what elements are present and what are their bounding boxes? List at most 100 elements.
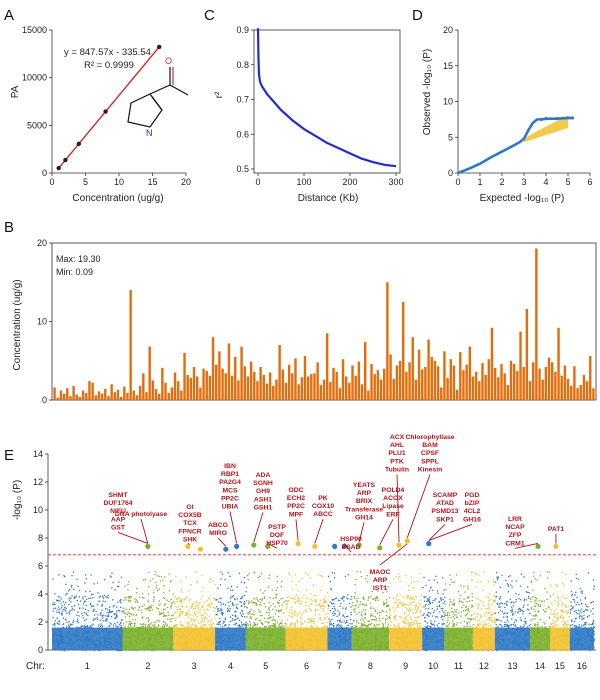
panel-e-snp-point: [478, 603, 480, 606]
panel-e-snp-point: [248, 611, 251, 613]
panel-d-observed-line: [457, 116, 573, 175]
panel-e-snp-point: [123, 599, 125, 601]
panel-e-snp-point: [276, 581, 279, 583]
panel-e-snp-point: [375, 617, 377, 620]
panel-e-snp-point: [362, 624, 365, 626]
panel-e-snp-point: [277, 609, 279, 611]
panel-e-snp-point: [441, 623, 443, 625]
panel-e-snp-point: [259, 598, 262, 600]
panel-e-snp-point: [323, 618, 326, 620]
panel-e-snp-point: [527, 595, 530, 598]
panel-e-snp-point: [473, 626, 475, 629]
panel-e-snp-point: [538, 599, 540, 602]
panel-e-snp-point: [567, 620, 569, 623]
panel-e-snp-point: [270, 624, 272, 627]
panel-e-snp-point: [294, 574, 296, 576]
panel-e-snp-point: [304, 621, 306, 623]
panel-e-snp-point: [487, 617, 490, 619]
panel-e-snp-point: [485, 607, 487, 610]
panel-e-snp-point: [146, 626, 149, 628]
panel-e-snp-point: [522, 626, 525, 628]
panel-a-r2: R² = 0.9999: [84, 60, 134, 71]
panel-d-point: [566, 116, 570, 120]
panel-e-snp-point: [343, 620, 345, 622]
panel-b-bar: [297, 384, 300, 400]
panel-e-snp-point: [194, 612, 196, 614]
panel-e-snp-point: [294, 626, 296, 628]
panel-e-snp-point: [415, 605, 417, 607]
panel-e-snp-point: [256, 599, 258, 601]
panel-b-bar: [408, 362, 411, 400]
panel-e-snp-point: [54, 623, 56, 625]
panel-e-snp-point: [324, 616, 326, 619]
panel-e-snp-point: [123, 607, 125, 609]
panel-e-snp-point: [93, 649, 95, 652]
panel-e-snp-point: [521, 619, 523, 621]
panel-e-snp-point: [62, 617, 65, 619]
panel-e-snp-point: [229, 607, 231, 610]
panel-e-snp-point: [61, 649, 63, 651]
panel-e-snp-point: [335, 597, 338, 599]
panel-e-snp-point: [141, 596, 144, 599]
panel-e-snp-point: [285, 607, 288, 609]
panel-e-snp-point: [77, 626, 79, 628]
panel-e-snp-point: [187, 609, 190, 611]
panel-e-snp-point: [114, 622, 116, 625]
panel-e-snp-point: [477, 624, 480, 627]
panel-e-snp-point: [168, 590, 171, 592]
panel-e-snp-point: [341, 626, 343, 629]
panel-e-snp-point: [312, 584, 315, 587]
panel-e-snp-point: [193, 617, 195, 619]
panel-e-snp-point: [365, 609, 367, 611]
panel-e-snp-point: [288, 572, 290, 574]
panel-e-snp-point: [109, 622, 111, 624]
panel-e-snp-point: [180, 613, 182, 615]
panel-e-snp-point: [229, 649, 232, 651]
panel-e-snp-point: [172, 593, 175, 595]
panel-e-snp-point: [101, 625, 103, 628]
panel-e-snp-point: [180, 599, 182, 601]
panel-e-snp-point: [108, 606, 111, 608]
panel-e-snp-point: [75, 595, 78, 597]
panel-e-snp-point: [62, 601, 65, 603]
panel-b-bar: [253, 371, 256, 400]
panel-e-chr-tick-label: 1: [85, 661, 90, 671]
panel-e-snp-point: [481, 649, 483, 652]
panel-e-snp-point: [115, 613, 118, 615]
panel-e-snp-point: [267, 622, 270, 624]
panel-e-snp-point: [74, 596, 76, 599]
panel-e-snp-point: [587, 572, 589, 574]
panel-e-snp-point: [80, 625, 82, 628]
panel-e-snp-point: [359, 601, 361, 603]
panel-e-snp-point: [68, 597, 70, 599]
panel-e-snp-point: [166, 599, 168, 601]
panel-e-snp-point: [432, 612, 435, 614]
panel-e-snp-point: [84, 582, 86, 584]
panel-e-snp-point: [409, 609, 411, 612]
panel-d-y-tick-label: 10: [443, 97, 453, 107]
panel-e-snp-point: [282, 597, 284, 599]
panel-e-snp-point: [92, 619, 95, 622]
panel-e-snp-point: [517, 608, 520, 610]
panel-e-snp-point: [58, 620, 61, 622]
panel-e-snp-point: [221, 625, 224, 627]
panel-e-snp-point: [497, 603, 499, 606]
panel-e-snp-point: [372, 615, 374, 617]
panel-e-snp-point: [229, 621, 231, 623]
panel-e-snp-point: [260, 620, 262, 622]
panel-e-snp-point: [57, 623, 59, 625]
panel-e-snp-point: [285, 603, 287, 605]
panel-e-snp-point: [555, 583, 557, 586]
panel-b-bar: [462, 370, 465, 400]
panel-e-snp-point: [289, 623, 292, 626]
panel-e-snp-point: [537, 611, 540, 613]
panel-e-snp-point: [275, 596, 277, 598]
panel-e-snp-point: [254, 624, 256, 626]
panel-e-snp-point: [237, 624, 239, 627]
panel-e-snp-point: [378, 615, 381, 617]
panel-e-snp-point: [243, 582, 246, 584]
panel-e-snp-point: [65, 610, 67, 612]
panel-e-snp-point: [221, 613, 223, 615]
panel-e-snp-point: [487, 611, 490, 613]
panel-e-snp-point: [285, 600, 287, 602]
